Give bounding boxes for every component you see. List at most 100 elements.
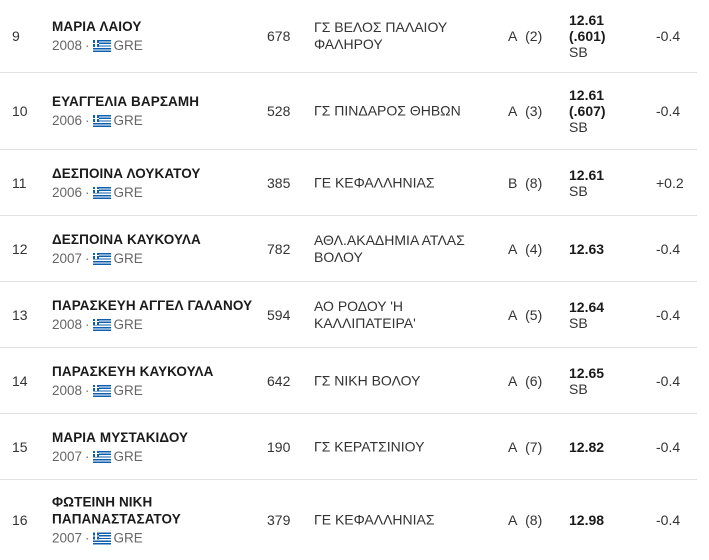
bib-cell: 385 [267,174,291,191]
heat-cell: B (8) [508,175,542,191]
wind-cell: -0.4 [656,372,681,389]
heat-place: (8) [525,174,543,191]
athlete-name-line2[interactable]: ΠΑΠΑΝΑΣΤΑΣΑΤΟΥ [52,511,181,527]
heat-cell: A (8) [508,512,542,528]
mark-value: 12.61 [569,166,605,183]
heat-letter: A [508,103,518,119]
heat-place: (5) [525,306,543,323]
athlete-meta: 2006 · GRE [52,113,199,129]
separator-dot: · [85,250,90,266]
heat-letter: A [508,372,518,389]
greece-flag-icon [92,115,111,127]
athlete-name[interactable]: ΠΑΡΑΣΚΕΥΗ ΑΓΓΕΛ ΓΑΛΑΝΟΥ [52,297,253,313]
bib-cell: 528 [267,103,291,119]
athlete-name[interactable]: ΕΥΑΓΓΕΛΙΑ ΒΑΡΣΑΜΗ [52,94,200,109]
country-code: GRE [113,38,143,53]
country-code: GRE [113,382,143,398]
athlete-name[interactable]: ΜΑΡΙΑ ΛΑΙΟΥ [52,19,142,34]
athlete-name[interactable]: ΦΩΤΕΙΝΗ ΝΙΚΗ [52,494,153,510]
mark-value: 12.65 [569,364,605,381]
athlete-meta: 2007 · GRE [52,251,201,267]
bib-cell: 642 [267,372,291,389]
athlete-name[interactable]: ΜΑΡΙΑ ΜΥΣΤΑΚΙΔΟΥ [52,429,189,445]
bib-cell: 190 [267,438,291,455]
greece-flag-icon [92,384,111,397]
country-code: GRE [113,113,143,128]
mark-value: 12.98 [569,512,605,528]
mark-note: SB [569,314,588,331]
heat-place: (7) [525,438,543,455]
bib-cell: 678 [267,28,291,44]
mark-value: 12.61 [569,12,605,28]
separator-dot: · [85,530,90,546]
athlete-cell: ΠΑΡΑΣΚΕΥΗ ΚΑΥΚΟΥΛΑ 2008 · GRE [52,363,213,399]
table-row: 13 ΠΑΡΑΣΚΕΥΗ ΑΓΓΕΛ ΓΑΛΑΝΟΥ 2008 · GRE 59… [0,282,697,348]
wind-cell: -0.4 [656,240,681,257]
heat-letter: A [508,240,518,257]
mark-cell: 12.64 SB [569,299,604,331]
heat-place: (6) [525,372,543,389]
greece-flag-icon [92,450,111,463]
table-row: 9 ΜΑΡΙΑ ΛΑΙΟΥ 2008 · GRE 678 ΓΣ ΒΕΛΟΣ ΠΑ… [0,0,697,73]
athlete-meta: 2007 · GRE [52,449,188,465]
heat-cell: A (5) [508,307,542,323]
table-row: 16 ΦΩΤΕΙΝΗ ΝΙΚΗ ΠΑΠΑΝΑΣΤΑΣΑΤΟΥ 2007 · GR… [0,480,697,560]
greece-flag-icon [92,532,111,545]
birth-year: 2007 [52,250,83,266]
heat-letter: A [508,512,518,528]
table-row: 10 ΕΥΑΓΓΕΛΙΑ ΒΑΡΣΑΜΗ 2006 · GRE 528 ΓΣ Π… [0,73,697,150]
table-row: 11 ΔΕΣΠΟΙΝΑ ΛΟΥΚΑΤΟΥ 2006 · GRE 385 ΓΕ Κ… [0,150,697,216]
mark-cell: 12.82 [569,439,604,455]
heat-letter: A [508,28,518,44]
club-cell: ΓΣ ΒΕΛΟΣ ΠΑΛΑΙΟΥ ΦΑΛΗΡΟΥ [314,19,447,52]
athlete-cell: ΜΑΡΙΑ ΜΥΣΤΑΚΙΔΟΥ 2007 · GRE [52,429,188,465]
birth-year: 2008 [52,38,83,53]
heat-cell: A (6) [508,373,542,389]
athlete-meta: 2008 · GRE [52,38,143,54]
rank-cell: 14 [12,372,28,389]
table-row: 14 ΠΑΡΑΣΚΕΥΗ ΚΑΥΚΟΥΛΑ 2008 · GRE 642 ΓΣ … [0,348,697,414]
mark-cell: 12.98 [569,512,604,528]
heat-cell: A (7) [508,439,542,455]
country-code: GRE [113,184,143,200]
wind-cell: -0.4 [656,28,681,44]
athlete-cell: ΔΕΣΠΟΙΝΑ ΛΟΥΚΑΤΟΥ 2006 · GRE [52,165,201,201]
athlete-meta: 2006 · GRE [52,185,201,201]
club-cell: ΓΣ ΚΕΡΑΤΣΙΝΙΟΥ [314,438,425,454]
athlete-cell: ΔΕΣΠΟΙΝΑ ΚΑΥΚΟΥΛΑ 2007 · GRE [52,231,201,267]
country-code: GRE [113,316,143,332]
mark-value: 12.82 [569,438,605,455]
separator-dot: · [85,184,90,200]
rank-cell: 16 [12,512,28,528]
athlete-name[interactable]: ΔΕΣΠΟΙΝΑ ΛΟΥΚΑΤΟΥ [52,165,201,181]
heat-place: (3) [525,103,543,119]
athlete-name[interactable]: ΠΑΡΑΣΚΕΥΗ ΚΑΥΚΟΥΛΑ [52,363,214,379]
greece-flag-icon [92,252,111,265]
mark-note: SB [569,44,588,60]
rank-cell: 10 [12,103,28,119]
country-code: GRE [113,448,143,464]
greece-flag-icon [92,318,111,331]
wind-cell: +0.2 [656,174,684,191]
greece-flag-icon [92,186,111,199]
separator-dot: · [85,316,90,332]
heat-cell: A (3) [508,103,542,119]
bib-cell: 594 [267,306,291,323]
mark-cell: 12.61 (.601) SB [569,12,606,60]
heat-place: (2) [525,28,543,44]
wind-cell: -0.4 [656,438,681,455]
birth-year: 2007 [52,530,83,546]
mark-detail: (.607) [569,103,606,119]
greece-flag-icon [92,40,111,52]
athlete-meta: 2008 · GRE [52,317,252,333]
heat-cell: A (4) [508,241,542,257]
heat-letter: A [508,438,518,455]
athlete-cell: ΦΩΤΕΙΝΗ ΝΙΚΗ ΠΑΠΑΝΑΣΤΑΣΑΤΟΥ 2007 · GRE [52,494,181,547]
heat-letter: B [508,174,518,191]
athlete-name[interactable]: ΔΕΣΠΟΙΝΑ ΚΑΥΚΟΥΛΑ [52,231,201,247]
rank-cell: 9 [12,28,20,44]
mark-cell: 12.61 SB [569,167,604,199]
birth-year: 2008 [52,316,83,332]
rank-cell: 12 [12,240,28,257]
